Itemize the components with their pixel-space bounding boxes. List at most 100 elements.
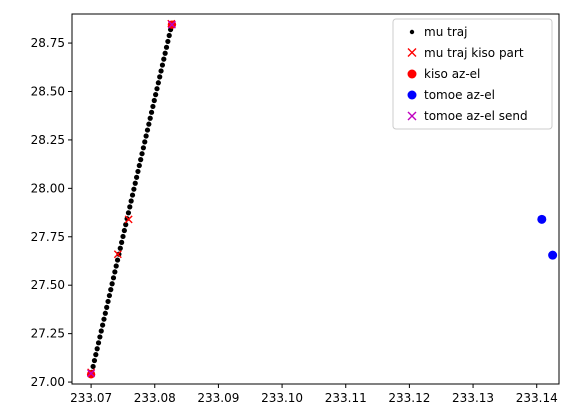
x-tick-label: 233.13	[452, 391, 494, 405]
legend-entry-tomoe-az-el-send: tomoe az-el send	[407, 109, 528, 123]
mu-traj-point	[165, 38, 171, 45]
legend-label: mu traj	[424, 25, 467, 39]
mu-traj-point	[105, 298, 111, 305]
legend-entry-mu-traj-kiso-part: mu traj kiso part	[407, 46, 524, 60]
legend-label: tomoe az-el	[424, 88, 495, 102]
legend: mu traj mu traj kiso part kiso az-el tom…	[392, 18, 553, 130]
mu-traj-point	[162, 50, 168, 56]
y-tick-label: 28.75	[31, 36, 65, 50]
x-tick-label: 233.14	[516, 391, 558, 405]
mu-traj-point	[93, 352, 99, 358]
mu-traj-point	[110, 275, 117, 281]
mu-traj-point	[102, 310, 108, 316]
mu-traj-point	[153, 92, 159, 98]
mu-traj-point	[121, 227, 127, 234]
mu-traj-point	[159, 62, 166, 68]
legend-entry-mu-traj: mu traj	[409, 25, 467, 39]
legend-entry-tomoe-az-el: tomoe az-el	[407, 88, 495, 102]
legend-marker-circle	[407, 69, 417, 79]
legend-marker-x	[407, 48, 417, 57]
mu-traj-point	[101, 316, 107, 322]
y-tick-label: 27.75	[31, 230, 65, 244]
mu-traj-point	[90, 363, 96, 370]
mu-traj-point	[106, 292, 113, 299]
mu-traj-point	[97, 334, 103, 340]
mu-traj-point	[125, 210, 132, 216]
mu-traj-point	[128, 198, 134, 204]
mu-traj-point	[142, 139, 148, 145]
mu-traj-point	[143, 133, 149, 139]
mu-traj-point	[138, 157, 144, 163]
mu-traj-point	[98, 328, 104, 334]
legend-label: kiso az-el	[424, 67, 480, 81]
x-axis: 233.07 233.08 233.09 233.10 233.11 233.12 233.…	[70, 384, 558, 405]
legend-frame	[392, 18, 553, 130]
mu-traj-point	[161, 56, 167, 62]
mu-traj-point	[147, 115, 153, 121]
legend-marker-circle	[407, 90, 417, 100]
legend-label: mu traj kiso part	[424, 46, 524, 60]
mu-traj-point	[120, 233, 126, 240]
data-marks	[86, 19, 558, 379]
mu-traj-point	[104, 304, 110, 310]
mu-traj-point	[116, 251, 122, 257]
y-tick-label: 28.50	[31, 84, 65, 98]
mu-traj-point	[100, 322, 106, 328]
mu-traj-point	[154, 86, 160, 92]
mu-traj-point	[94, 346, 100, 352]
y-axis: 27.00 27.25 27.50 27.75 28.00 28.25 28.50 28.75	[31, 36, 72, 389]
mu-traj-point	[114, 257, 121, 263]
mu-traj-point	[131, 186, 137, 192]
mu-traj-point	[166, 32, 172, 39]
tomoe-az-el-point	[537, 214, 547, 224]
x-tick-label: 233.11	[325, 391, 367, 405]
mu-traj-kiso-part-point	[113, 250, 122, 259]
mu-traj-point	[133, 174, 140, 180]
mu-traj-point	[132, 180, 138, 186]
y-tick-label: 28.25	[31, 133, 65, 147]
x-tick-label: 233.12	[388, 391, 430, 405]
mu-traj-point	[140, 145, 146, 151]
mu-traj-point	[144, 127, 151, 133]
mu-traj-point	[158, 68, 164, 74]
legend-marker-x	[407, 111, 417, 121]
mu-traj-point	[108, 287, 114, 293]
mu-traj-point	[150, 103, 156, 110]
mu-traj-point	[135, 168, 141, 175]
x-tick-label: 233.07	[70, 391, 112, 405]
mu-traj-point	[113, 263, 119, 269]
x-tick-label: 233.09	[197, 391, 239, 405]
mu-traj-point	[151, 97, 157, 104]
y-tick-label: 27.00	[31, 375, 65, 389]
mu-traj-point	[148, 109, 155, 115]
mu-traj-kiso-part-point	[124, 215, 133, 224]
legend-label: tomoe az-el send	[424, 109, 528, 123]
y-tick-label: 27.25	[31, 327, 65, 341]
mu-traj-point	[139, 151, 145, 157]
mu-traj-point	[123, 222, 129, 228]
mu-traj-point	[117, 245, 123, 251]
mu-traj-point	[91, 357, 98, 364]
mu-traj-point	[127, 204, 133, 210]
legend-marker-dot	[409, 29, 415, 35]
legend-entry-kiso-az-el: kiso az-el	[407, 67, 480, 81]
tomoe-az-el-point	[548, 250, 558, 260]
x-tick-label: 233.08	[134, 391, 176, 405]
x-tick-label: 233.10	[261, 391, 303, 405]
mu-traj-point	[112, 269, 118, 275]
mu-traj-point	[155, 80, 161, 86]
mu-traj-point	[136, 162, 142, 169]
mu-traj-point	[109, 281, 115, 287]
y-tick-label: 28.00	[31, 181, 65, 195]
mu-traj-point	[119, 239, 125, 245]
tomoe-az-el-send-point	[167, 20, 176, 29]
mu-traj-point	[157, 74, 163, 80]
mu-traj-point	[163, 44, 170, 50]
mu-traj-point	[95, 340, 102, 346]
y-tick-label: 27.50	[31, 278, 65, 292]
mu-traj-point	[129, 192, 136, 198]
plot-frame	[71, 13, 560, 385]
tomoe-az-el-send-point	[87, 369, 96, 378]
mu-traj-point	[146, 121, 152, 127]
